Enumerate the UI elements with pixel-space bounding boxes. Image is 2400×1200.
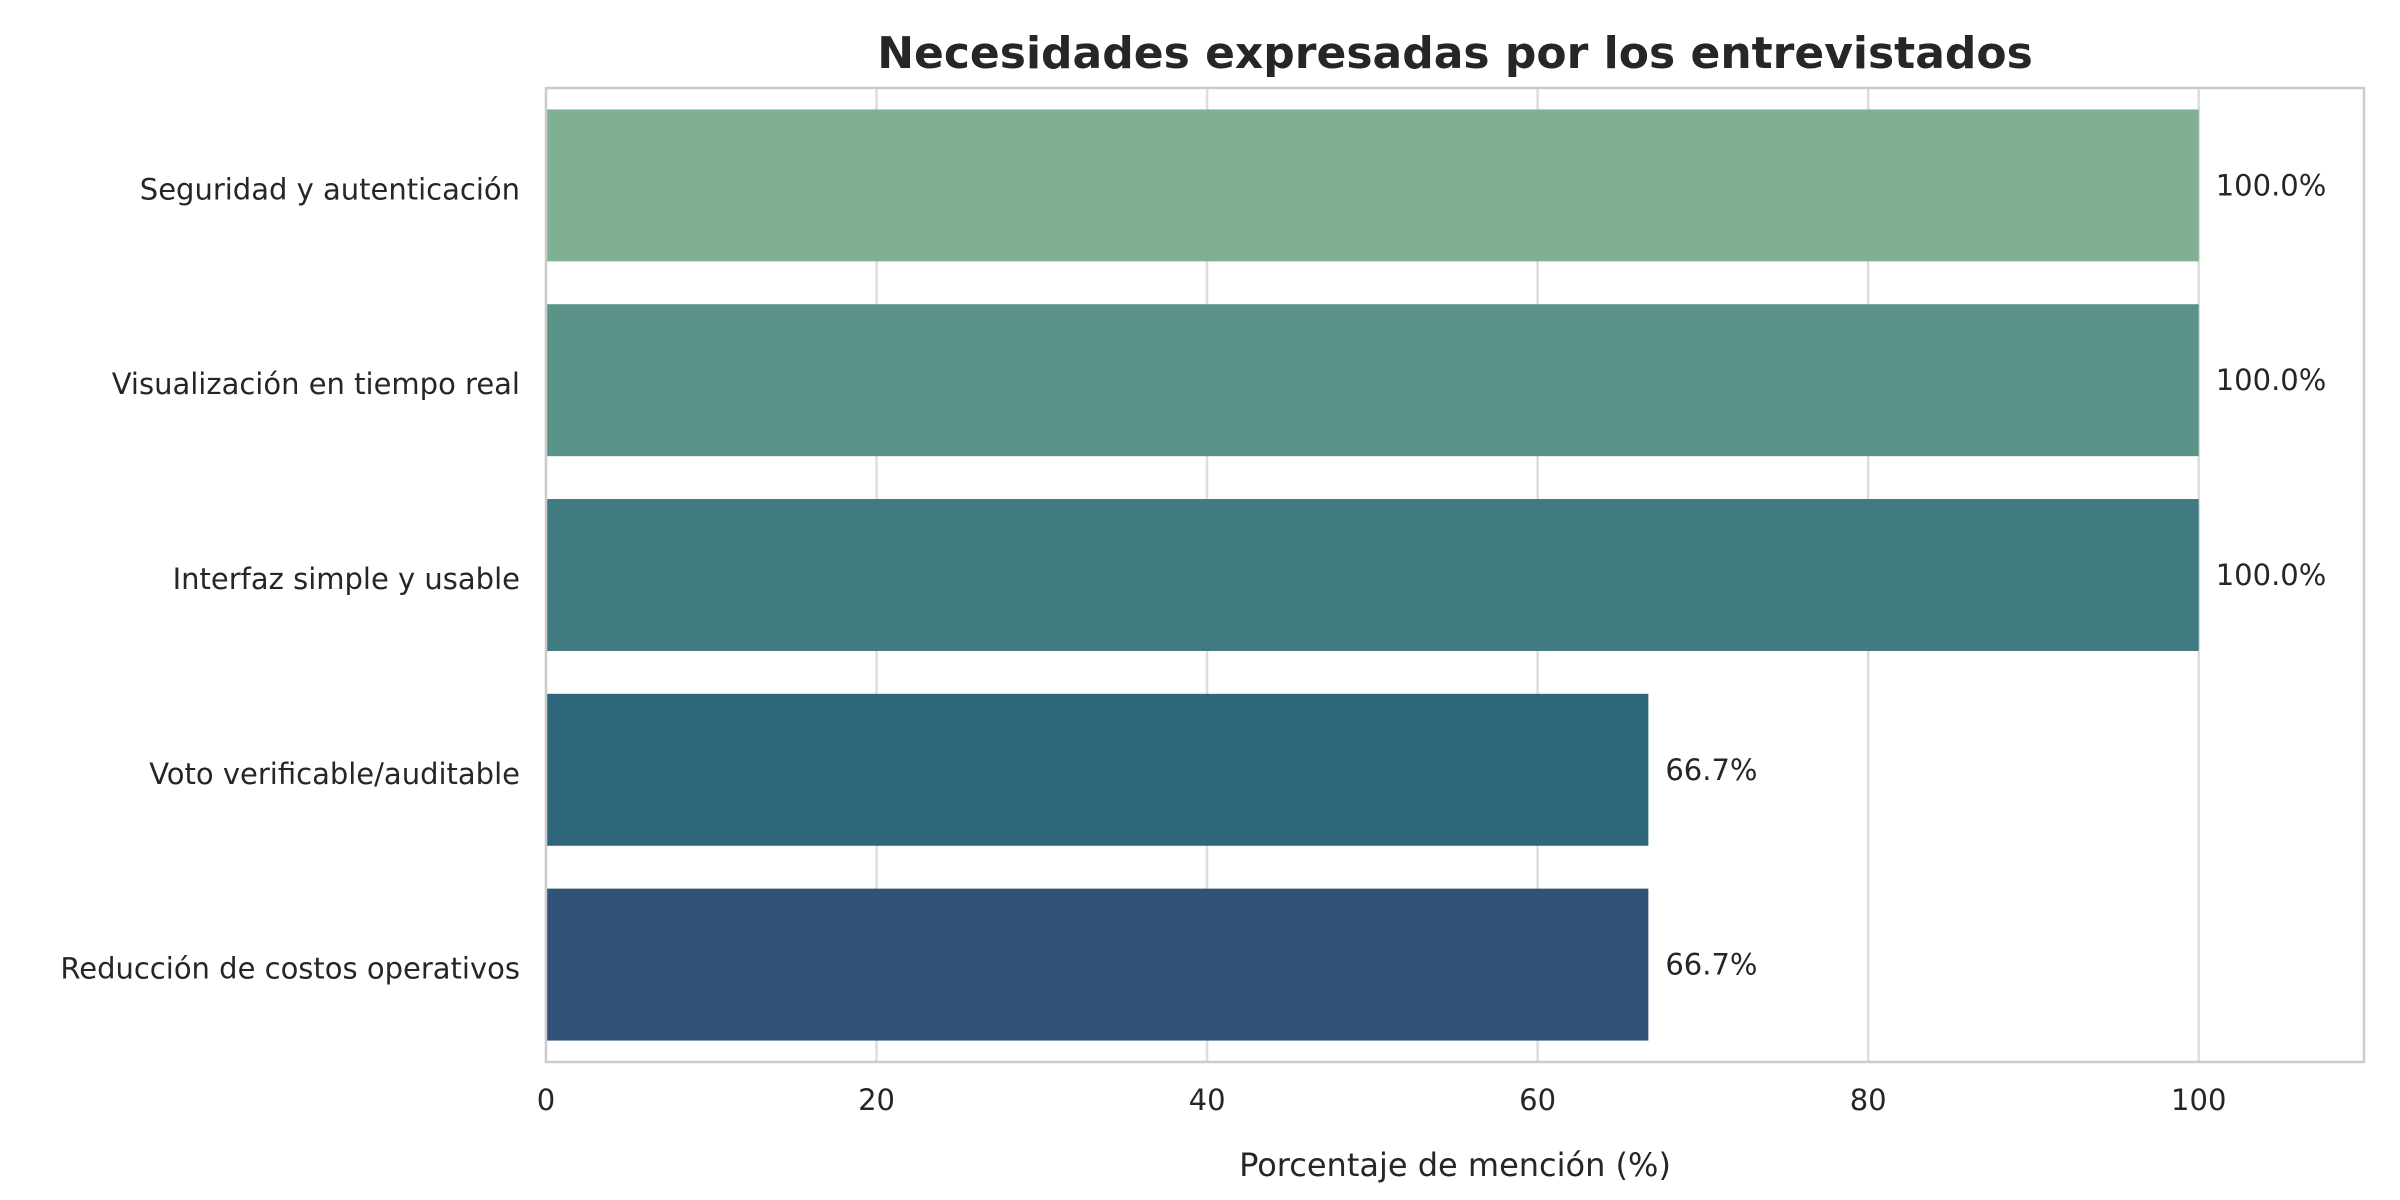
y-tick-labels: Seguridad y autenticación Visualización e…: [60, 172, 520, 985]
data-label: 100.0%: [2216, 363, 2327, 397]
bar: [546, 693, 1649, 846]
x-tick-label: 40: [1189, 1083, 1226, 1117]
chart-title: Necesidades expresadas por los entrevist…: [877, 28, 2033, 79]
x-tick-labels: 0 20 40 60 80 100: [537, 1083, 2227, 1117]
x-tick-label: 80: [1850, 1083, 1887, 1117]
data-label: 100.0%: [2216, 558, 2327, 592]
y-tick-label: Visualización en tiempo real: [112, 367, 520, 401]
bar: [546, 888, 1649, 1041]
x-tick-label: 60: [1519, 1083, 1556, 1117]
data-label: 100.0%: [2216, 168, 2327, 202]
y-tick-label: Voto verificable/auditable: [149, 757, 520, 791]
x-tick-label: 20: [858, 1083, 895, 1117]
y-tick-label: Reducción de costos operativos: [60, 952, 520, 986]
x-tick-label: 0: [537, 1083, 555, 1117]
y-tick-label: Seguridad y autenticación: [140, 172, 520, 206]
y-tick-label: Interfaz simple y usable: [173, 562, 520, 596]
bars: [546, 109, 2199, 1041]
data-label: 66.7%: [1665, 948, 1757, 982]
data-labels: 100.0% 100.0% 100.0% 66.7% 66.7%: [1665, 168, 2326, 981]
x-axis-label: Porcentaje de mención (%): [1239, 1146, 1671, 1184]
bar: [546, 109, 2199, 262]
bar: [546, 304, 2199, 457]
data-label: 66.7%: [1665, 753, 1757, 787]
plot-frame: [544, 86, 2366, 1064]
bar: [546, 499, 2199, 651]
x-tick-label: 100: [2171, 1083, 2226, 1117]
